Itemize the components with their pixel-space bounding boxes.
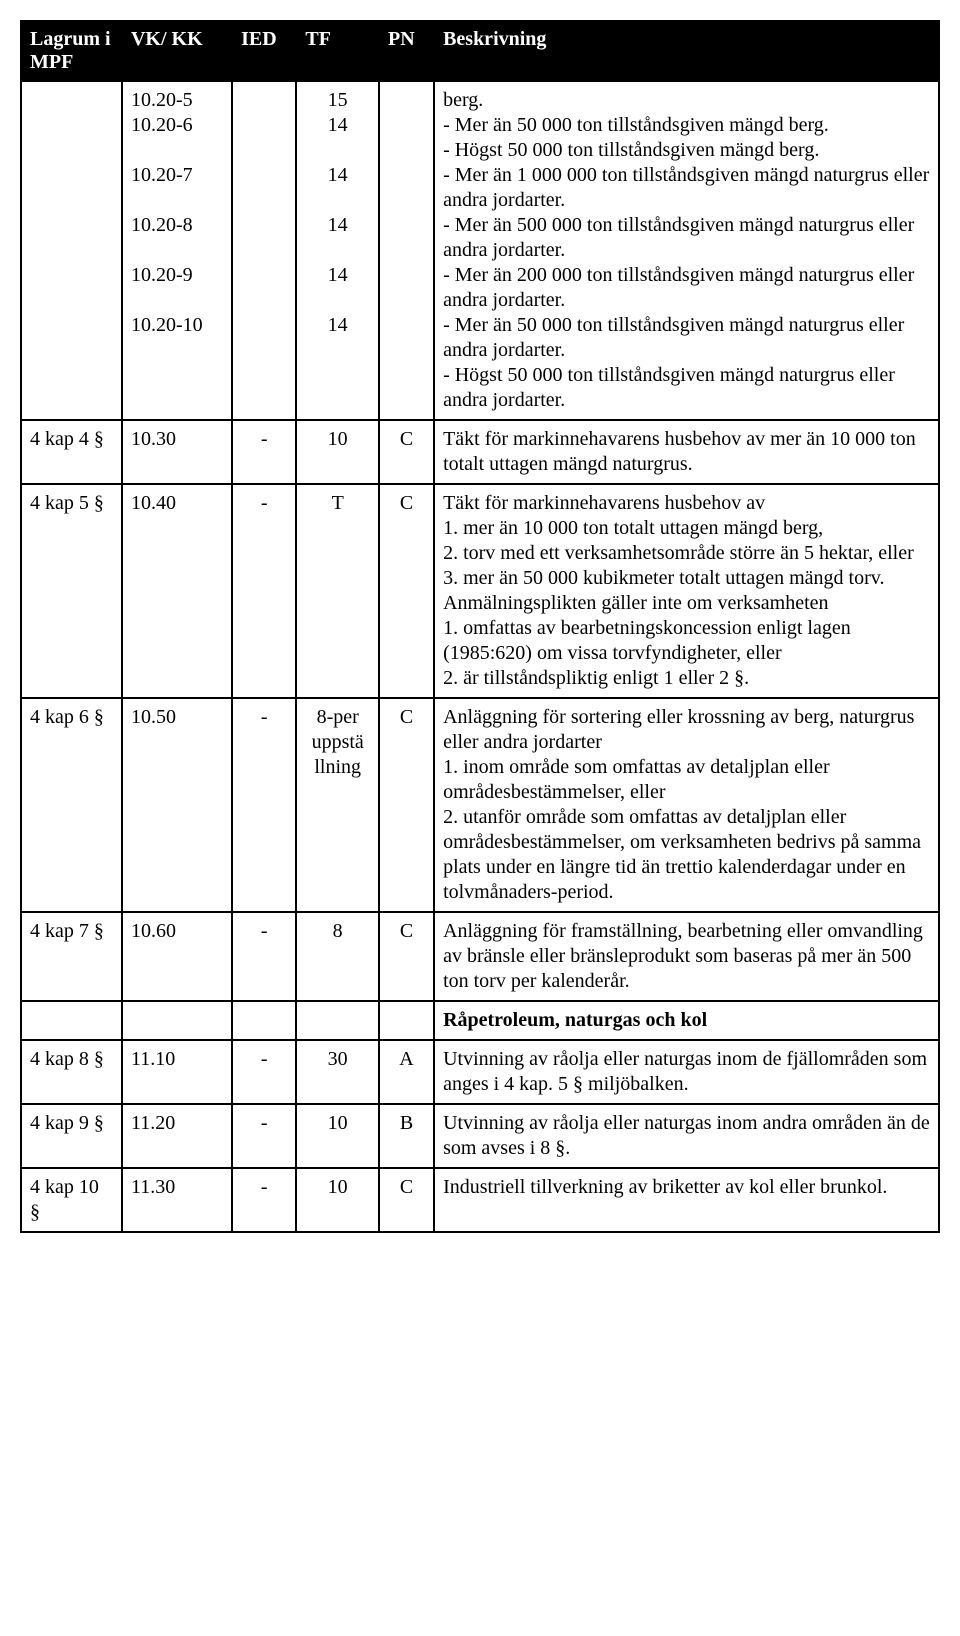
- cell-besk: Utvinning av råolja eller naturgas inom …: [434, 1104, 939, 1168]
- cell-vk: 10.20-5 10.20-6 10.20-7 10.20-8 10.20-9 …: [122, 81, 232, 420]
- cell-lagrum: 4 kap 4 §: [21, 420, 122, 484]
- cell-besk: berg. - Mer än 50 000 ton tillståndsgive…: [434, 81, 939, 420]
- cell-pn: C: [379, 698, 434, 912]
- header-row: Lagrum i MPF VK/ KK IED TF PN Beskrivnin…: [21, 21, 939, 81]
- table-row: 4 kap 8 § 11.10 - 30 A Utvinning av råol…: [21, 1040, 939, 1104]
- cell-tf: 10: [296, 1168, 379, 1232]
- cell-ied: [232, 1001, 296, 1040]
- header-tf: TF: [296, 21, 379, 81]
- cell-tf: [296, 1001, 379, 1040]
- cell-pn: B: [379, 1104, 434, 1168]
- cell-tf: 30: [296, 1040, 379, 1104]
- cell-ied: -: [232, 912, 296, 1001]
- cell-lagrum: 4 kap 10 §: [21, 1168, 122, 1232]
- cell-vk: 11.10: [122, 1040, 232, 1104]
- cell-vk: 10.60: [122, 912, 232, 1001]
- regulation-table: Lagrum i MPF VK/ KK IED TF PN Beskrivnin…: [20, 20, 940, 1233]
- cell-ied: -: [232, 420, 296, 484]
- cell-vk: 11.30: [122, 1168, 232, 1232]
- cell-tf: 8-per uppstä llning: [296, 698, 379, 912]
- cell-ied: [232, 81, 296, 420]
- cell-pn: C: [379, 484, 434, 698]
- table-row-section: Råpetroleum, naturgas och kol: [21, 1001, 939, 1040]
- header-vk: VK/ KK: [122, 21, 232, 81]
- cell-pn: [379, 1001, 434, 1040]
- cell-vk: [122, 1001, 232, 1040]
- cell-pn: A: [379, 1040, 434, 1104]
- cell-besk: Anläggning för sortering eller krossning…: [434, 698, 939, 912]
- cell-besk: Täkt för markinnehavarens husbehov av 1.…: [434, 484, 939, 698]
- cell-besk: Industriell tillverkning av briketter av…: [434, 1168, 939, 1232]
- cell-ied: -: [232, 484, 296, 698]
- header-pn: PN: [379, 21, 434, 81]
- cell-tf: 10: [296, 1104, 379, 1168]
- table-row: 4 kap 10 § 11.30 - 10 C Industriell till…: [21, 1168, 939, 1232]
- table-row: 4 kap 5 § 10.40 - T C Täkt för markinneh…: [21, 484, 939, 698]
- cell-vk: 10.40: [122, 484, 232, 698]
- cell-vk: 10.50: [122, 698, 232, 912]
- cell-lagrum: 4 kap 9 §: [21, 1104, 122, 1168]
- cell-vk: 11.20: [122, 1104, 232, 1168]
- cell-lagrum: 4 kap 8 §: [21, 1040, 122, 1104]
- header-ied: IED: [232, 21, 296, 81]
- table-row: 4 kap 9 § 11.20 - 10 B Utvinning av råol…: [21, 1104, 939, 1168]
- cell-lagrum: [21, 1001, 122, 1040]
- cell-ied: -: [232, 1040, 296, 1104]
- cell-pn: [379, 81, 434, 420]
- cell-ied: -: [232, 698, 296, 912]
- cell-besk: Råpetroleum, naturgas och kol: [434, 1001, 939, 1040]
- cell-ied: -: [232, 1168, 296, 1232]
- cell-lagrum: 4 kap 5 §: [21, 484, 122, 698]
- cell-tf: 15 14 14 14 14 14: [296, 81, 379, 420]
- table-row: 4 kap 7 § 10.60 - 8 C Anläggning för fra…: [21, 912, 939, 1001]
- cell-ied: -: [232, 1104, 296, 1168]
- cell-besk: Täkt för markinnehavarens husbehov av me…: [434, 420, 939, 484]
- table-row: 4 kap 4 § 10.30 - 10 C Täkt för markinne…: [21, 420, 939, 484]
- cell-besk: Utvinning av råolja eller naturgas inom …: [434, 1040, 939, 1104]
- cell-lagrum: 4 kap 7 §: [21, 912, 122, 1001]
- header-lagrum: Lagrum i MPF: [21, 21, 122, 81]
- cell-tf: 8: [296, 912, 379, 1001]
- cell-vk: 10.30: [122, 420, 232, 484]
- cell-besk: Anläggning för framställning, bearbetnin…: [434, 912, 939, 1001]
- table-row: 4 kap 6 § 10.50 - 8-per uppstä llning C …: [21, 698, 939, 912]
- cell-pn: C: [379, 1168, 434, 1232]
- cell-tf: T: [296, 484, 379, 698]
- table-row: 10.20-5 10.20-6 10.20-7 10.20-8 10.20-9 …: [21, 81, 939, 420]
- cell-pn: C: [379, 912, 434, 1001]
- cell-lagrum: 4 kap 6 §: [21, 698, 122, 912]
- cell-tf: 10: [296, 420, 379, 484]
- cell-pn: C: [379, 420, 434, 484]
- header-besk: Beskrivning: [434, 21, 939, 81]
- cell-lagrum: [21, 81, 122, 420]
